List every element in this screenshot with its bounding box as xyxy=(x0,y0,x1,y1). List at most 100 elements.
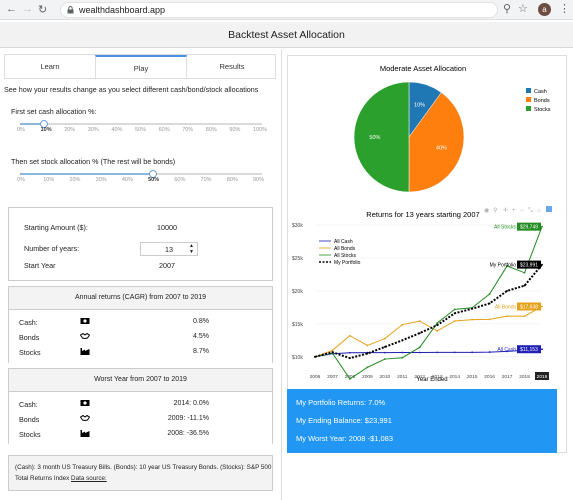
cagr-bonds-value: 4.5% xyxy=(193,333,209,340)
worst-bonds-label: Bonds xyxy=(19,415,40,424)
start-year-input[interactable]: 2007 xyxy=(140,259,194,273)
slider-tick-label: 60% xyxy=(158,127,170,133)
series-point xyxy=(383,358,386,360)
star-icon[interactable]: ☆ xyxy=(518,3,528,15)
end-label-name: All Cash xyxy=(497,347,516,353)
url-text: wealthdashboard.app xyxy=(79,5,166,15)
series-point xyxy=(523,271,526,274)
series-point xyxy=(436,330,439,332)
end-label-value: $11,153 xyxy=(520,347,538,353)
y-tick-label: $10k xyxy=(292,355,303,361)
series-point xyxy=(401,356,404,359)
series-point xyxy=(418,320,421,322)
series-point xyxy=(383,337,386,340)
worst-stocks-value: 2008: -36.5% xyxy=(167,430,209,437)
tab-divider xyxy=(4,78,276,79)
slider-tick-label: 10% xyxy=(40,127,52,133)
series-point xyxy=(541,305,543,308)
legend-label: All Bonds xyxy=(334,246,356,252)
x-tick-label: 2007 xyxy=(327,374,338,380)
menu-icon[interactable]: ⋮ xyxy=(559,3,570,15)
series-point xyxy=(366,352,369,355)
pan-icon[interactable]: ✛ xyxy=(503,207,508,214)
slider-tick-label: 100% xyxy=(253,127,268,133)
search-icon[interactable]: ⚲ xyxy=(503,3,512,15)
slider-tick-label: 40% xyxy=(111,127,123,133)
avatar[interactable]: a xyxy=(538,3,551,16)
stock-slider-label: Then set stock allocation % (The rest wi… xyxy=(11,157,176,166)
series-point xyxy=(471,318,474,321)
footnote-panel: (Cash): 3 month US Treasury Bills. (Bond… xyxy=(8,455,273,491)
series-point xyxy=(436,351,439,354)
address-bar[interactable]: wealthdashboard.app xyxy=(60,2,498,18)
line-chart-end-labels: All Cash $11,153 All Bonds $17,638 All Stock… xyxy=(490,222,541,354)
zoom-in-icon[interactable]: + xyxy=(512,208,516,214)
x-tick-label: 2017 xyxy=(502,374,513,380)
slider-tick-label: 50% xyxy=(135,127,147,133)
x-tick-label: 2015 xyxy=(467,374,478,380)
reload-icon[interactable]: ↻ xyxy=(38,4,48,16)
start-year-label: Start Year xyxy=(24,261,56,270)
worst-year-panel: Worst Year from 2007 to 2019 Cash: 2014:… xyxy=(8,368,273,444)
cash-slider-track[interactable] xyxy=(20,123,262,125)
series-point xyxy=(453,320,456,322)
series-point xyxy=(401,323,404,326)
starting-amount-input[interactable]: 10000 xyxy=(140,221,194,235)
reset-icon[interactable]: ⌂ xyxy=(537,208,541,214)
x-tick-label: 2018 xyxy=(519,374,530,380)
legend-swatch xyxy=(526,97,531,102)
portfolio-returns: My Portfolio Returns: 7.0% xyxy=(296,398,386,407)
series-point xyxy=(401,351,404,354)
series-point xyxy=(383,346,386,348)
line-chart-grid: $30k $25k $20k $15k $10k 2006 2007 2008 2009 2010… xyxy=(292,223,549,380)
zoom-icon[interactable]: ⚲ xyxy=(493,207,497,214)
chart-toolbar: ◉ ⚲ ✛ + − ⤡ ⌂ xyxy=(484,206,552,214)
forward-icon[interactable]: → xyxy=(22,3,33,15)
browser-toolbar: ← → ↻ wealthdashboard.app ⚲ ☆ a ⋮ xyxy=(0,0,573,20)
series-point xyxy=(488,302,491,305)
tab-learn[interactable]: Learn xyxy=(40,62,60,71)
handshake-icon xyxy=(80,414,90,422)
end-label-box xyxy=(517,302,541,311)
tab-play[interactable]: Play xyxy=(95,55,187,79)
data-source-link[interactable]: Data source: xyxy=(71,475,107,482)
pie-chart: Moderate Asset Allocation 10% 40% 50% Cash… xyxy=(353,64,551,193)
series-point xyxy=(488,293,491,295)
camera-icon[interactable]: ◉ xyxy=(484,208,489,214)
cash-slider-label: First set cash allocation %: xyxy=(11,107,97,116)
pie-slice-stocks xyxy=(353,81,410,193)
slider-tick-label: 30% xyxy=(87,127,99,133)
legend-swatch xyxy=(526,106,531,111)
series-point xyxy=(506,290,508,292)
series-point xyxy=(506,315,508,318)
back-icon[interactable]: ← xyxy=(6,3,17,15)
spinner-icon[interactable]: ▲ ▼ xyxy=(189,243,194,255)
end-label-value: $23,991 xyxy=(520,263,538,269)
end-label-box xyxy=(517,345,541,354)
stock-slider-fill xyxy=(20,173,153,175)
zoom-out-icon[interactable]: − xyxy=(520,208,524,214)
tab-results[interactable]: Results xyxy=(219,62,245,71)
plotly-logo-icon[interactable] xyxy=(546,206,552,212)
years-value: 13 xyxy=(165,245,173,254)
worst-year: My Worst Year: 2008 -$1,083 xyxy=(296,434,394,443)
series-point xyxy=(453,308,456,311)
slider-tick-label: 20% xyxy=(69,177,81,183)
series-line-my-portfolio xyxy=(314,263,543,360)
stock-slider-handle[interactable] xyxy=(149,170,157,178)
factory-icon xyxy=(80,430,90,437)
series-point xyxy=(488,318,491,321)
cash-slider-handle[interactable] xyxy=(40,120,48,128)
series-point xyxy=(366,344,369,347)
y-tick-label: $15k xyxy=(292,322,303,328)
intro-text: See how your results change as you selec… xyxy=(4,85,259,94)
handshake-icon xyxy=(80,332,90,340)
years-input[interactable]: 13 ▲ ▼ xyxy=(140,242,198,256)
series-point xyxy=(366,366,369,369)
series-point xyxy=(331,351,334,354)
series-point xyxy=(506,350,508,353)
cagr-bonds-label: Bonds xyxy=(19,333,40,342)
autoscale-icon[interactable]: ⤡ xyxy=(528,207,533,214)
cagr-cash-label: Cash: xyxy=(19,318,38,327)
